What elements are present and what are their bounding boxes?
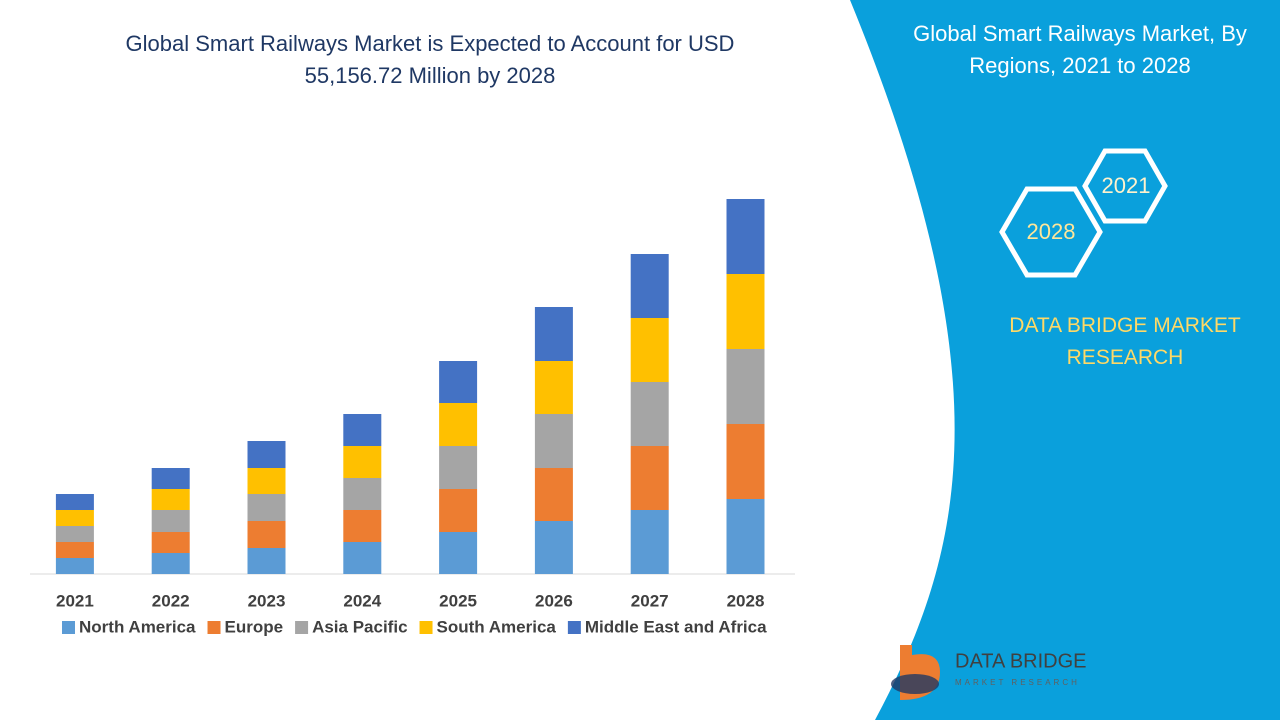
- x-tick-label: 2025: [439, 591, 477, 610]
- bar-segment: [151, 468, 190, 489]
- hexagon: [1082, 148, 1168, 224]
- legend-swatch: [295, 621, 309, 634]
- bar-segment: [439, 361, 478, 403]
- brand: DATA BRIDGE MARKET RESEARCH: [1009, 314, 1241, 369]
- bar-segment: [343, 478, 382, 510]
- legend-swatch: [419, 621, 433, 634]
- bar-segment: [151, 489, 190, 510]
- x-tick-label: 2023: [248, 591, 286, 610]
- x-tick-label: 2024: [343, 591, 381, 610]
- legend-swatch: [567, 621, 581, 634]
- x-tick-label: 2028: [727, 591, 765, 610]
- bar-segment: [630, 254, 669, 318]
- legend-label: Asia Pacific: [312, 617, 407, 636]
- bar-segment: [247, 494, 286, 521]
- bar-segment: [55, 494, 94, 510]
- bar-segment: [630, 510, 669, 574]
- bar-segment: [247, 468, 286, 494]
- bar-segment: [55, 558, 94, 574]
- legend-label: Middle East and Africa: [585, 617, 767, 636]
- bar-segment: [151, 532, 190, 553]
- bar-segment: [343, 510, 382, 542]
- legend-swatch: [62, 621, 75, 634]
- bar-segment: [343, 542, 382, 574]
- bar-segment: [439, 403, 478, 446]
- hex-label: 2021: [1102, 173, 1151, 198]
- logo-sub: MARKET RESEARCH: [955, 678, 1080, 687]
- bar-segment: [534, 361, 573, 414]
- bar-segment: [726, 499, 765, 574]
- bar-segment: [343, 446, 382, 478]
- x-tick-label: 2022: [152, 591, 190, 610]
- side-panel: [850, 0, 1280, 720]
- bar-segment: [151, 510, 190, 532]
- legend-label: South America: [437, 617, 557, 636]
- legend-label: Europe: [225, 617, 284, 636]
- bar-segment: [630, 382, 669, 446]
- x-tick-label: 2021: [56, 591, 94, 610]
- bar-segment: [55, 510, 94, 526]
- bar-segment: [247, 548, 286, 574]
- hexagon: [999, 186, 1103, 278]
- logo-swoosh: [891, 674, 939, 694]
- bar-segment: [534, 307, 573, 361]
- logo-name: DATA BRIDGE: [955, 650, 1087, 672]
- bar-segment: [247, 521, 286, 548]
- bar-segment: [439, 446, 478, 489]
- legend-swatch: [207, 621, 221, 634]
- hex-label: 2028: [1027, 219, 1076, 244]
- bar-segment: [151, 553, 190, 574]
- bar-segment: [726, 349, 765, 424]
- bar-segment: [726, 424, 765, 499]
- bar-segment: [439, 489, 478, 532]
- x-tick-label: 2027: [631, 591, 669, 610]
- x-tick-label: 2026: [535, 591, 573, 610]
- bar-segment: [55, 526, 94, 542]
- bar-segment: [534, 414, 573, 468]
- bar-segment: [534, 468, 573, 521]
- legend-label: North America: [79, 617, 196, 636]
- bar-segment: [630, 446, 669, 510]
- bar-segment: [726, 199, 765, 274]
- bar-segment: [726, 274, 765, 349]
- chart-title: Global Smart Railways Market is Expected…: [125, 31, 735, 88]
- bar-segment: [343, 414, 382, 446]
- bar-segment: [630, 318, 669, 382]
- bar-segment: [247, 441, 286, 468]
- bar-segment: [55, 542, 94, 558]
- panel-title: Global Smart Railways Market, By Regions…: [913, 21, 1247, 78]
- bar-segment: [534, 521, 573, 574]
- bar-segment: [439, 532, 478, 574]
